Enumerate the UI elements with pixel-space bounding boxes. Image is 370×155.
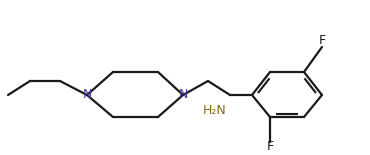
- Text: N: N: [178, 89, 188, 102]
- Text: N: N: [82, 89, 92, 102]
- Text: H₂N: H₂N: [203, 104, 227, 117]
- Text: F: F: [266, 140, 273, 153]
- Text: F: F: [319, 33, 326, 46]
